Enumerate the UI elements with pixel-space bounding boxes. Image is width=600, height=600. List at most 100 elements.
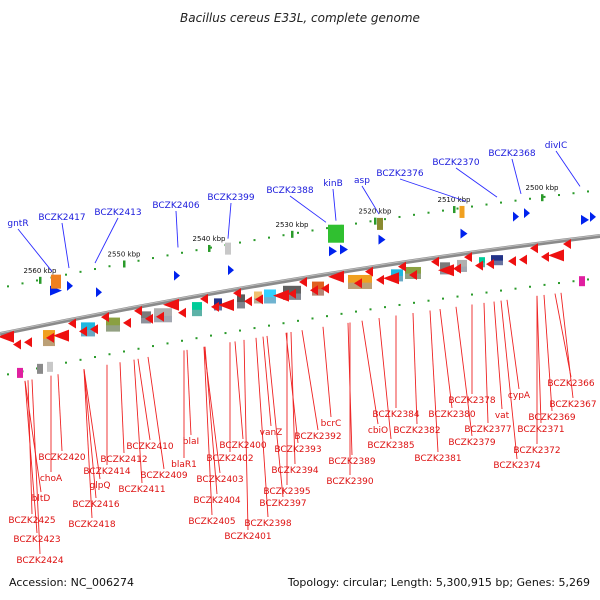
reverse-gene-arrow — [53, 329, 69, 342]
leader-line — [285, 332, 299, 444]
reverse-gene-label: vat — [495, 411, 510, 421]
reverse-gene-arrow — [328, 270, 344, 283]
leader-line — [186, 349, 192, 436]
reverse-gene-label: BCZK2397 — [259, 499, 306, 509]
reverse-gene-label: BCZK2405 — [188, 517, 235, 527]
tick-dot — [297, 231, 299, 234]
leader-line — [133, 359, 143, 484]
tick-dot — [587, 190, 589, 193]
leader-line — [94, 217, 119, 264]
leader-line — [266, 335, 284, 498]
tick-dot — [108, 265, 111, 268]
genome-summary-text: Topology: circular; Length: 5,300,915 bp… — [287, 576, 590, 589]
reverse-gene-label: BCZK2409 — [140, 471, 188, 481]
tick-dot — [413, 301, 415, 304]
reverse-gene-arrow — [79, 326, 87, 337]
reverse-gene-arrow — [273, 289, 289, 302]
forward-gene-label: BCZK2370 — [432, 158, 480, 168]
tick-dot — [427, 211, 430, 214]
reverse-gene-arrow — [354, 278, 362, 289]
tick-dot — [384, 306, 386, 309]
tick-dot — [427, 299, 430, 302]
forward-gene-labels: divIC BCZK2368 BCZK2370 BCZK2376 asp kinB BCZK… — [7, 141, 567, 229]
reverse-gene-label: BCZK2367 — [549, 400, 596, 410]
cog-block-shade — [264, 297, 276, 304]
tick-dot — [369, 220, 372, 223]
tick-dot — [543, 195, 546, 198]
reverse-gene-label: BCZK2384 — [372, 410, 420, 420]
tick-dot — [21, 282, 24, 285]
reverse-gene-arrow — [156, 311, 164, 322]
reverse-gene-label: BCZK2369 — [528, 413, 576, 423]
reverse-gene-label: BCZK2366 — [547, 379, 595, 389]
reverse-gene-label: BCZK2414 — [83, 467, 131, 477]
reverse-gene-label: BCZK2401 — [224, 532, 271, 542]
tick-dot — [572, 192, 575, 195]
tick-dot — [514, 199, 517, 202]
leader-line — [511, 158, 522, 195]
reverse-gene-label: BCZK2372 — [513, 446, 560, 456]
reverse-gene-arrow — [90, 324, 98, 335]
leader-line — [483, 302, 489, 424]
reverse-gene-arrow — [24, 337, 32, 348]
reverse-gene-label: BCZK2418 — [68, 520, 116, 530]
reverse-gene-label: BCZK2395 — [263, 487, 310, 497]
cog-block — [17, 367, 23, 378]
leader-line — [234, 341, 244, 440]
reverse-gene-arrow — [233, 288, 241, 299]
tick-dot — [311, 317, 314, 320]
tick-dot — [529, 197, 531, 200]
cog-blocks — [17, 205, 585, 378]
forward-gene-arrow — [329, 246, 337, 257]
cog-block — [579, 276, 585, 287]
forward-gene-arrow — [513, 211, 519, 222]
tick-dot — [36, 279, 38, 282]
leader-line — [290, 331, 296, 465]
tick-dot — [485, 291, 488, 294]
tick-dot — [572, 280, 575, 283]
reverse-gene-label: BCZK2398 — [244, 519, 292, 529]
tick-dot — [268, 324, 270, 327]
reverse-gene-arrow — [123, 317, 131, 328]
kbp-tick — [39, 276, 42, 284]
tick-dot — [326, 315, 328, 318]
leader-line — [455, 167, 498, 198]
tick-dot — [558, 282, 560, 285]
leader-line — [361, 185, 380, 215]
tick-dots — [7, 190, 589, 376]
tick-dot — [253, 239, 256, 242]
leader-line — [83, 369, 97, 499]
leader-line — [439, 308, 453, 409]
reverse-gene-label: vanZ — [260, 428, 283, 438]
reverse-gene-arrow — [218, 298, 234, 311]
reverse-gene-arrow — [299, 277, 307, 288]
tick-dot — [79, 270, 82, 273]
reverse-gene-arrow — [464, 252, 472, 263]
tick-dot — [210, 334, 212, 337]
forward-gene-label: gntR — [7, 219, 28, 229]
reverse-gene-label: bltD — [32, 494, 51, 504]
tick-dot — [355, 310, 357, 313]
reverse-gene-label: blaI — [183, 437, 199, 447]
forward-gene-label: BCZK2413 — [94, 208, 141, 218]
tick-dot — [384, 218, 386, 221]
reverse-gene-arrow — [409, 269, 417, 280]
forward-gene-label: BCZK2376 — [376, 169, 424, 179]
cog-block — [37, 363, 43, 374]
reverse-gene-arrow — [255, 294, 263, 305]
tick-dot — [413, 213, 415, 216]
accession-text: Accession: NC_006274 — [9, 576, 134, 589]
tick-dot — [195, 249, 198, 252]
reverse-gene-arrow — [101, 312, 109, 323]
forward-gene-arrow — [340, 244, 348, 255]
cog-block-shade — [283, 293, 301, 300]
cog-block-shade — [192, 309, 202, 317]
tick-dot — [152, 257, 154, 260]
tick-dot — [137, 259, 140, 262]
leader-line — [322, 326, 332, 418]
tick-dot — [297, 319, 299, 322]
tick-dot — [239, 329, 241, 332]
reverse-gene-arrow — [244, 296, 252, 307]
reverse-genes — [0, 239, 571, 350]
